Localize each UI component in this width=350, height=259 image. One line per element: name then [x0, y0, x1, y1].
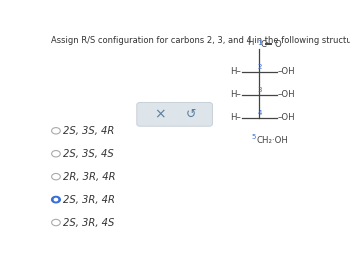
Text: 2S, 3R, 4R: 2S, 3R, 4R [63, 195, 115, 205]
Text: Assign R/S configuration for carbons 2, 3, and 4 in the following structure:: Assign R/S configuration for carbons 2, … [50, 36, 350, 45]
Text: 2R, 3R, 4R: 2R, 3R, 4R [63, 172, 116, 182]
Text: 2: 2 [258, 64, 262, 70]
Text: C: C [260, 40, 266, 49]
Text: H–: H– [230, 67, 241, 76]
Text: 1: 1 [257, 40, 262, 46]
Text: 5: 5 [252, 134, 256, 140]
Text: 4: 4 [258, 110, 262, 116]
Text: CH₂·OH: CH₂·OH [257, 136, 288, 145]
Text: H–: H– [230, 90, 241, 99]
Text: 2S, 3S, 4R: 2S, 3S, 4R [63, 126, 114, 136]
Text: H–: H– [230, 113, 241, 122]
Text: 2S, 3S, 4S: 2S, 3S, 4S [63, 149, 114, 159]
Text: –OH: –OH [278, 113, 295, 122]
Text: 3: 3 [258, 87, 262, 93]
Circle shape [54, 198, 58, 201]
Text: H: H [247, 38, 253, 47]
Text: –OH: –OH [278, 67, 295, 76]
FancyBboxPatch shape [137, 103, 212, 126]
Text: 2S, 3R, 4S: 2S, 3R, 4S [63, 218, 114, 228]
Text: ↺: ↺ [185, 108, 196, 121]
Text: O: O [274, 40, 281, 49]
Text: –OH: –OH [278, 90, 295, 99]
Text: ×: × [154, 107, 165, 121]
Circle shape [51, 196, 60, 203]
